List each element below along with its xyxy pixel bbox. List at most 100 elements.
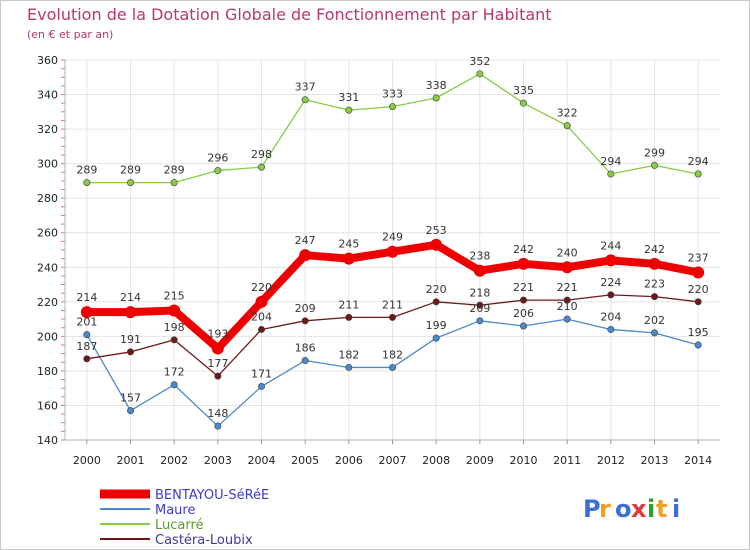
y-tick-label: 140: [37, 434, 58, 447]
data-point-1-5: [301, 357, 309, 365]
data-point-0-3: [211, 342, 224, 355]
data-label-0-10: 242: [513, 243, 534, 256]
data-point-1-6: [345, 363, 353, 371]
data-label-1-10: 206: [513, 307, 534, 320]
x-tick-label: 2011: [553, 454, 581, 467]
data-point-3-9: [476, 301, 484, 309]
data-point-3-8: [432, 298, 440, 306]
data-point-3-1: [127, 348, 135, 356]
axes: 140 160 180 200 220 240 260 280 300 320 340 360 2000…: [37, 54, 720, 467]
data-label-2-13: 299: [644, 146, 665, 159]
data-label-2-9: 352: [469, 55, 490, 68]
x-tick-label: 2013: [641, 454, 669, 467]
data-label-1-6: 182: [338, 348, 359, 361]
chart-subtitle: (en € et par an): [27, 28, 113, 41]
data-point-3-3: [214, 372, 222, 380]
data-label-1-2: 172: [164, 366, 185, 379]
data-point-3-14: [694, 298, 702, 306]
data-point-3-10: [519, 296, 527, 304]
data-point-0-1: [124, 306, 137, 319]
x-tick-label: 2000: [73, 454, 101, 467]
data-point-0-5: [299, 249, 312, 262]
data-point-2-10: [519, 99, 527, 107]
data-point-1-9: [476, 317, 484, 325]
x-tick-label: 2014: [684, 454, 712, 467]
proxiti-logo: Pr o x i t i: [583, 495, 680, 523]
data-point-0-13: [648, 257, 661, 270]
data-label-2-2: 289: [164, 164, 185, 177]
data-point-3-5: [301, 317, 309, 325]
data-label-3-12: 224: [600, 276, 621, 289]
y-tick-label: 220: [37, 296, 58, 309]
y-tick-label: 160: [37, 399, 58, 412]
data-point-3-2: [170, 336, 178, 344]
data-point-3-13: [650, 293, 658, 301]
data-point-2-11: [563, 122, 571, 130]
data-label-2-6: 331: [338, 91, 359, 104]
data-label-1-13: 202: [644, 314, 665, 327]
data-point-0-11: [561, 261, 574, 274]
y-tick-label: 240: [37, 261, 58, 274]
data-point-1-13: [650, 329, 658, 337]
x-tick-label: 2012: [597, 454, 625, 467]
data-point-2-14: [694, 170, 702, 178]
data-label-0-4: 220: [251, 281, 272, 294]
logo-letter: o: [615, 495, 632, 523]
data-point-0-7: [386, 245, 399, 258]
data-label-1-5: 186: [295, 342, 316, 355]
data-point-1-2: [170, 381, 178, 389]
data-label-2-0: 289: [76, 164, 97, 177]
data-point-1-14: [694, 341, 702, 349]
data-label-2-12: 294: [600, 155, 621, 168]
logo-letter: i: [647, 495, 655, 523]
data-point-1-0: [83, 331, 91, 339]
data-point-2-6: [345, 106, 353, 114]
data-label-2-4: 298: [251, 148, 272, 161]
x-tick-label: 2002: [160, 454, 188, 467]
data-label-0-3: 193: [207, 327, 228, 340]
data-point-0-2: [168, 304, 181, 317]
data-point-2-2: [170, 179, 178, 187]
x-tick-label: 2004: [248, 454, 276, 467]
data-point-2-13: [650, 161, 658, 169]
data-label-1-3: 148: [207, 407, 228, 420]
data-label-3-10: 221: [513, 281, 534, 294]
legend-label-1: Maure: [155, 503, 195, 518]
data-label-2-8: 338: [426, 79, 447, 92]
logo-letter: i: [672, 495, 680, 523]
data-label-2-5: 337: [295, 81, 316, 94]
data-point-1-1: [127, 407, 135, 415]
data-point-1-10: [519, 322, 527, 330]
data-label-3-5: 209: [295, 302, 316, 315]
data-label-0-1: 214: [120, 291, 141, 304]
data-label-0-0: 214: [76, 291, 97, 304]
data-point-2-0: [83, 179, 91, 187]
data-label-3-11: 221: [557, 281, 578, 294]
y-tick-label: 260: [37, 227, 58, 240]
data-label-3-3: 177: [207, 357, 228, 370]
data-point-0-10: [517, 257, 530, 270]
data-point-2-1: [127, 179, 135, 187]
data-label-2-14: 294: [688, 155, 709, 168]
logo-letter: t: [656, 495, 667, 523]
data-point-2-8: [432, 94, 440, 102]
data-label-3-1: 191: [120, 333, 141, 346]
y-tick-label: 180: [37, 365, 58, 378]
data-point-0-4: [255, 295, 268, 308]
x-tick-label: 2009: [466, 454, 494, 467]
data-point-1-12: [607, 325, 615, 333]
data-point-1-7: [388, 363, 396, 371]
data-point-2-12: [607, 170, 615, 178]
data-point-0-9: [473, 264, 486, 277]
data-label-3-2: 198: [164, 321, 185, 334]
data-label-3-8: 220: [426, 283, 447, 296]
data-label-2-10: 335: [513, 84, 534, 97]
data-label-3-13: 223: [644, 278, 665, 291]
data-label-1-14: 195: [688, 326, 709, 339]
data-label-1-11: 210: [557, 300, 578, 313]
data-point-2-9: [476, 70, 484, 78]
x-tick-label: 2001: [117, 454, 145, 467]
data-point-2-4: [257, 163, 265, 171]
data-point-3-12: [607, 291, 615, 299]
